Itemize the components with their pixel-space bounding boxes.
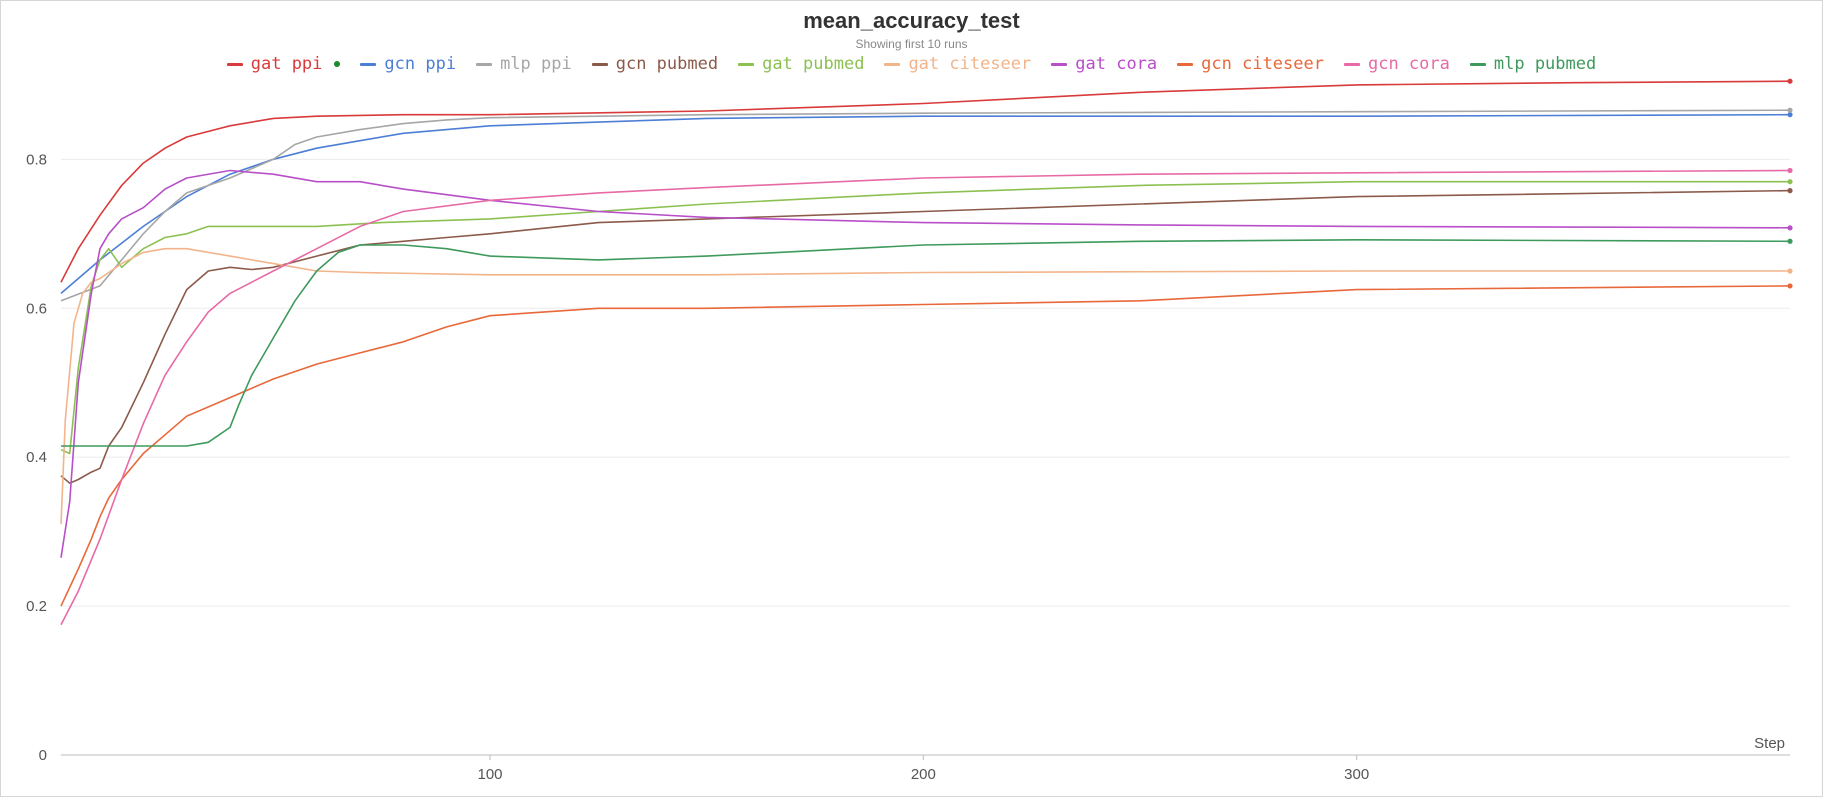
x-tick-label: 300 (1344, 766, 1369, 783)
series-line-gcn-citeseer[interactable] (60, 285, 1791, 607)
legend-swatch (360, 62, 377, 66)
legend-item-gcn-pubmed[interactable]: gcn pubmed (591, 54, 719, 74)
legend-swatch (1343, 62, 1360, 66)
legend-swatch (1051, 62, 1068, 66)
series-end-point-gat-cora (1787, 225, 1793, 231)
series-line-mlp-ppi[interactable] (60, 109, 1791, 302)
series-line-gat-ppi[interactable] (60, 80, 1791, 283)
legend-label: gat citeseer (908, 54, 1032, 74)
legend-item-mlp-ppi[interactable]: mlp ppi (476, 54, 572, 74)
legend-item-gcn-cora[interactable]: gcn cora (1343, 54, 1450, 74)
axis-layer: 0 0.2 0.4 0.6 0.8 100 200 300 (26, 151, 1790, 783)
series-line-gcn-pubmed[interactable] (60, 189, 1791, 485)
legend-swatch (884, 62, 901, 66)
legend-label: gat pubmed (762, 54, 865, 74)
legend-label: gcn citeseer (1201, 54, 1324, 74)
marker-layer (1787, 78, 1793, 289)
legend-highlight-dot-icon (334, 61, 341, 67)
legend-label: gat cora (1075, 54, 1158, 74)
series-end-point-gcn-citeseer (1787, 283, 1793, 289)
series-line-mlp-pubmed[interactable] (61, 239, 1791, 447)
series-end-point-gcn-pubmed (1787, 188, 1793, 194)
y-tick-label: 0.2 (26, 598, 47, 615)
legend-item-gat-cora[interactable]: gat cora (1051, 54, 1157, 74)
y-tick-label: 0.6 (26, 300, 47, 317)
legend-label: gat ppi (250, 54, 323, 74)
series-layer (60, 80, 1791, 626)
legend-item-gat-ppi[interactable]: gat ppi (226, 54, 341, 74)
y-tick-label: 0.4 (26, 449, 47, 466)
legend-swatch (591, 62, 608, 66)
grid-layer (61, 158, 1790, 607)
x-tick-label: 100 (477, 766, 502, 783)
legend-swatch (226, 62, 243, 66)
series-end-point-mlp-pubmed (1787, 238, 1793, 244)
series-end-point-gat-citeseer (1787, 268, 1793, 274)
legend-item-mlp-pubmed[interactable]: mlp pubmed (1469, 54, 1597, 74)
legend-item-gat-pubmed[interactable]: gat pubmed (738, 54, 864, 74)
series-end-point-gcn-cora (1787, 167, 1793, 174)
x-tick-label: 200 (911, 766, 936, 783)
x-axis-label: Step (1754, 735, 1785, 752)
legend-item-gcn-citeseer[interactable]: gcn citeseer (1177, 54, 1324, 74)
legend-label: gcn pubmed (615, 54, 719, 74)
legend-swatch (738, 62, 755, 66)
series-end-point-gat-ppi (1787, 78, 1793, 84)
chart-subtitle: Showing first 10 runs (855, 37, 968, 51)
legend-label: mlp pubmed (1493, 54, 1597, 74)
legend: gat ppi gcn ppi mlp ppi gcn pubmed gat pubme… (0, 54, 1823, 74)
legend-label: gcn cora (1367, 54, 1450, 74)
y-tick-label: 0.8 (26, 151, 47, 168)
series-line-gat-cora[interactable] (60, 169, 1791, 558)
legend-swatch (1177, 62, 1194, 66)
legend-swatch (476, 62, 493, 66)
legend-label: gcn ppi (384, 54, 457, 74)
series-line-gcn-cora[interactable] (60, 169, 1791, 626)
series-end-point-gat-pubmed (1787, 179, 1793, 185)
legend-label: mlp ppi (500, 54, 572, 74)
y-tick-label: 0 (39, 747, 47, 764)
chart-title: mean_accuracy_test (803, 8, 1020, 33)
series-line-gat-citeseer[interactable] (60, 247, 1790, 525)
series-end-point-gcn-ppi (1787, 112, 1793, 118)
legend-item-gat-citeseer[interactable]: gat citeseer (884, 54, 1031, 74)
series-end-point-mlp-ppi (1787, 107, 1793, 113)
legend-swatch (1469, 62, 1486, 66)
series-line-gcn-ppi[interactable] (60, 113, 1791, 295)
legend-item-gcn-ppi[interactable]: gcn ppi (360, 54, 456, 74)
